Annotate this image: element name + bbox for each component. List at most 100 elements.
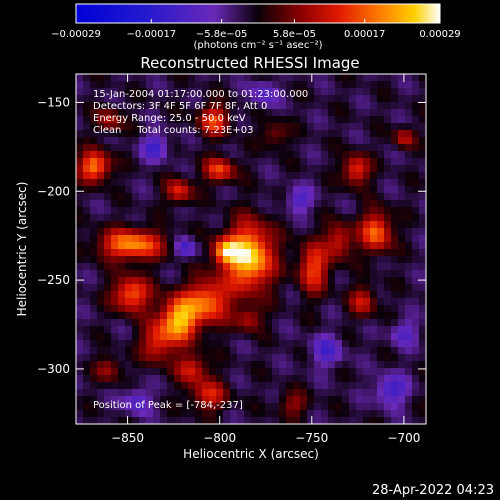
heatmap-cell: [314, 81, 322, 89]
image-area: −850 −800 −750 −700−150−200−250−300: [37, 73, 427, 445]
heatmap-cell: [160, 291, 168, 299]
heatmap-cell: [202, 81, 210, 89]
heatmap-cell: [139, 235, 147, 243]
heatmap-cell: [216, 410, 224, 418]
heatmap-cell: [307, 417, 315, 425]
heatmap-cell: [146, 382, 154, 390]
heatmap-cell: [237, 403, 245, 411]
heatmap-cell: [300, 102, 308, 110]
heatmap-cell: [132, 242, 140, 250]
heatmap-cell: [174, 312, 182, 320]
heatmap-cell: [405, 158, 413, 166]
heatmap-cell: [349, 270, 357, 278]
heatmap-cell: [83, 109, 91, 117]
heatmap-cell: [321, 305, 329, 313]
heatmap-cell: [209, 116, 217, 124]
heatmap-cell: [118, 165, 126, 173]
heatmap-cell: [419, 235, 427, 243]
heatmap-cell: [216, 179, 224, 187]
heatmap-cell: [118, 214, 126, 222]
heatmap-cell: [314, 228, 322, 236]
heatmap-cell: [356, 179, 364, 187]
heatmap-cell: [363, 249, 371, 257]
heatmap-cell: [363, 340, 371, 348]
heatmap-cell: [118, 242, 126, 250]
heatmap-cell: [342, 186, 350, 194]
heatmap-cell: [286, 172, 294, 180]
heatmap-cell: [188, 249, 196, 257]
heatmap-cell: [195, 354, 203, 362]
heatmap-cell: [384, 221, 392, 229]
heatmap-cell: [328, 221, 336, 229]
heatmap-cell: [377, 116, 385, 124]
heatmap-cell: [342, 242, 350, 250]
heatmap-cell: [153, 347, 161, 355]
heatmap-cell: [111, 382, 119, 390]
heatmap-cell: [132, 179, 140, 187]
heatmap-cell: [370, 312, 378, 320]
heatmap-cell: [223, 389, 231, 397]
heatmap-cell: [356, 256, 364, 264]
heatmap-cell: [104, 382, 112, 390]
heatmap-cell: [132, 305, 140, 313]
heatmap-cell: [314, 158, 322, 166]
heatmap-cell: [188, 291, 196, 299]
heatmap-cell: [391, 319, 399, 327]
heatmap-cell: [118, 347, 126, 355]
heatmap-cell: [349, 403, 357, 411]
heatmap-cell: [328, 137, 336, 145]
heatmap-cell: [83, 207, 91, 215]
heatmap-cell: [209, 193, 217, 201]
heatmap-cell: [181, 81, 189, 89]
heatmap-cell: [384, 88, 392, 96]
heatmap-cell: [181, 298, 189, 306]
heatmap-cell: [342, 340, 350, 348]
heatmap-cell: [279, 284, 287, 292]
heatmap-cell: [118, 298, 126, 306]
heatmap-cell: [342, 284, 350, 292]
heatmap-cell: [104, 200, 112, 208]
heatmap-cell: [97, 249, 105, 257]
heatmap-cell: [314, 242, 322, 250]
heatmap-cell: [237, 347, 245, 355]
heatmap-cell: [265, 81, 273, 89]
heatmap-cell: [244, 95, 252, 103]
heatmap-cell: [97, 340, 105, 348]
heatmap-cell: [363, 88, 371, 96]
heatmap-cell: [286, 186, 294, 194]
heatmap-cell: [202, 116, 210, 124]
heatmap-cell: [244, 277, 252, 285]
heatmap-cell: [328, 242, 336, 250]
heatmap-cell: [314, 207, 322, 215]
heatmap-cell: [153, 235, 161, 243]
heatmap-cell: [216, 221, 224, 229]
heatmap-cell: [83, 333, 91, 341]
heatmap-cell: [314, 270, 322, 278]
heatmap-cell: [335, 81, 343, 89]
heatmap-cell: [90, 347, 98, 355]
heatmap-cell: [209, 270, 217, 278]
colorbar-tick-label: 5.8e−05: [273, 29, 316, 40]
heatmap-cell: [209, 382, 217, 390]
heatmap-cell: [167, 403, 175, 411]
heatmap-cell: [412, 249, 420, 257]
heatmap-cell: [384, 263, 392, 271]
heatmap-cell: [272, 347, 280, 355]
heatmap-cell: [293, 305, 301, 313]
heatmap-cell: [125, 312, 133, 320]
heatmap-cell: [398, 389, 406, 397]
heatmap-cell: [195, 284, 203, 292]
heatmap-cell: [104, 172, 112, 180]
heatmap-cell: [83, 242, 91, 250]
heatmap-cell: [272, 151, 280, 159]
heatmap-cell: [370, 249, 378, 257]
heatmap-cell: [349, 298, 357, 306]
heatmap-cell: [97, 305, 105, 313]
heatmap-cell: [209, 165, 217, 173]
heatmap-cell: [265, 403, 273, 411]
heatmap-cell: [335, 95, 343, 103]
heatmap-cell: [258, 368, 266, 376]
heatmap-cell: [419, 193, 427, 201]
heatmap-cell: [286, 326, 294, 334]
heatmap-cell: [97, 165, 105, 173]
